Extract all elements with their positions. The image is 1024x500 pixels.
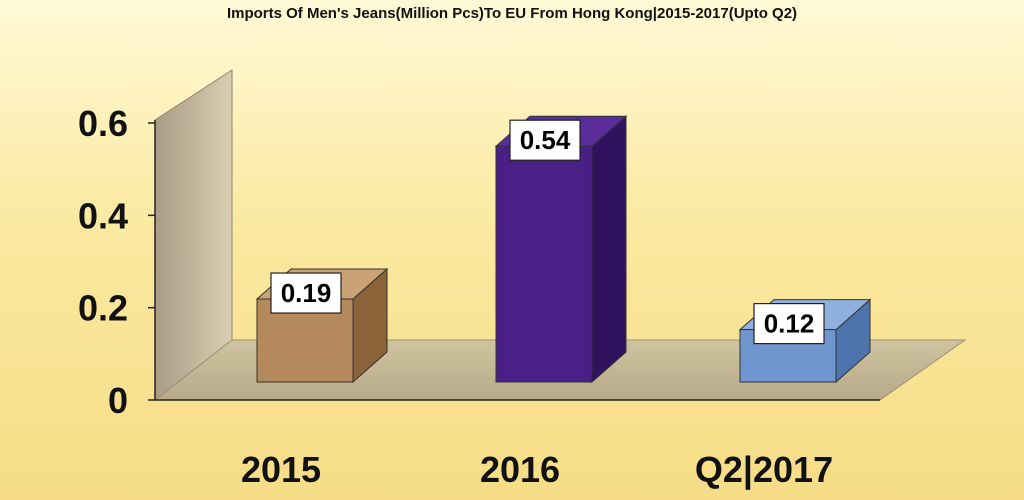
data-label: 0.12 (753, 303, 825, 345)
data-label: 0.54 (509, 119, 581, 161)
x-tick-label: 2016 (480, 449, 560, 490)
y-tick-label: 0 (108, 380, 128, 421)
data-label-text: 0.54 (520, 125, 571, 155)
bar-side (591, 115, 627, 384)
x-tick-label: 2015 (241, 449, 321, 490)
bar-front (495, 145, 593, 383)
chart-title: Imports Of Men's Jeans(Million Pcs)To EU… (226, 5, 798, 22)
y-tick-label: 0.6 (78, 103, 128, 144)
data-label-text: 0.12 (764, 309, 815, 339)
data-label: 0.19 (270, 272, 342, 314)
y-tick-label: 0.4 (78, 195, 128, 236)
data-label-text: 0.19 (281, 278, 332, 308)
data-label-box (753, 303, 825, 345)
x-tick-label: Q2|2017 (695, 449, 833, 491)
data-label-box (509, 119, 581, 161)
y-tick-label: 0.2 (78, 288, 128, 329)
data-label-box (270, 272, 342, 314)
